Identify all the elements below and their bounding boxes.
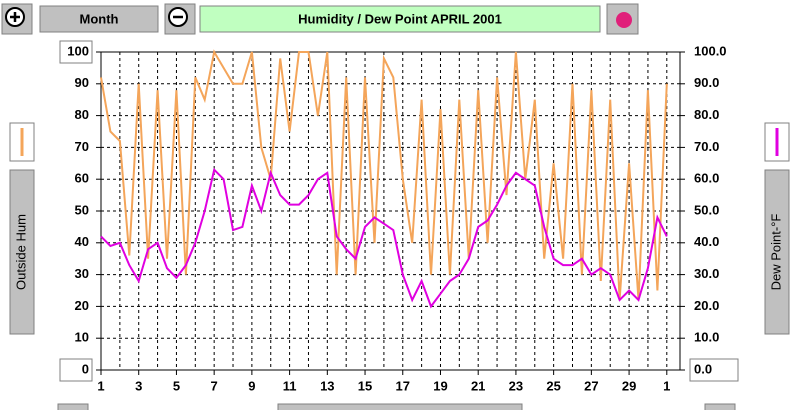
- y-tick-label: 90: [75, 75, 89, 90]
- x-tick-label: 21: [471, 378, 485, 393]
- y2-tick-label: 30.0: [694, 266, 719, 281]
- chart-title: Humidity / Dew Point APRIL 2001: [298, 11, 502, 26]
- x-tick-label: 19: [433, 378, 447, 393]
- y-tick-label: 0: [82, 361, 89, 376]
- y-tick-label: 40: [75, 234, 89, 249]
- x-tick-label: 23: [509, 378, 523, 393]
- series-line: [100, 49, 668, 301]
- x-tick-label: 29: [622, 378, 636, 393]
- y-tick-label: 80: [75, 107, 89, 122]
- x-tick-label: 1: [663, 378, 670, 393]
- x-tick-label: 3: [135, 378, 142, 393]
- x-tick-label: 25: [546, 378, 560, 393]
- y2-tick-label: 40.0: [694, 234, 719, 249]
- y-tick-label: 50: [75, 202, 89, 217]
- x-tick-label: 11: [283, 378, 297, 393]
- y2-tick-label: 10.0: [694, 330, 719, 345]
- x-tick-label: 15: [358, 378, 372, 393]
- period-button[interactable]: [39, 5, 159, 33]
- plus-sign: [10, 12, 20, 22]
- title-box: [199, 5, 601, 33]
- right-axis-button[interactable]: [764, 169, 790, 335]
- y-tick-label: 60: [75, 171, 89, 186]
- y2-tick-label: 50.0: [694, 202, 719, 217]
- y2-tick-label: 70.0: [694, 139, 719, 154]
- series-line: [100, 167, 668, 309]
- x-tick-label: 5: [173, 378, 180, 393]
- y2-tick-label: 60.0: [694, 171, 719, 186]
- scrollbar[interactable]: [277, 403, 523, 410]
- x-tick-label: 1: [97, 378, 104, 393]
- x-tick-label: 17: [396, 378, 410, 393]
- y-end-box: [59, 358, 93, 382]
- y-tick-label: 70: [75, 139, 89, 154]
- y2-tick-label: 20.0: [694, 298, 719, 313]
- scroll-right-button[interactable]: [704, 403, 736, 410]
- x-tick-label: 9: [248, 378, 255, 393]
- print-button[interactable]: [606, 3, 639, 35]
- x-tick-label: 27: [584, 378, 598, 393]
- right-axis-title: Dew Point-°F: [768, 214, 783, 291]
- y-end-box: [59, 40, 93, 64]
- y2-tick-label: 80.0: [694, 107, 719, 122]
- y2-tick-label: 90.0: [694, 75, 719, 90]
- left-axis-button[interactable]: [9, 169, 35, 335]
- y2-tick-label: 100.0: [694, 43, 727, 58]
- print-icon: [616, 12, 632, 28]
- y-tick-label: 20: [75, 298, 89, 313]
- y-tick-label: 10: [75, 330, 89, 345]
- period-label: Month: [80, 11, 119, 26]
- x-tick-label: 13: [320, 378, 334, 393]
- y-tick-label: 100: [67, 43, 89, 58]
- left-axis-title: Outside Hum: [13, 214, 28, 290]
- y2-tick-label: 0.0: [694, 361, 712, 376]
- x-tick-label: 7: [211, 378, 218, 393]
- y-tick-label: 30: [75, 266, 89, 281]
- y2-end-box: [689, 358, 739, 382]
- scroll-left-button[interactable]: [57, 403, 89, 410]
